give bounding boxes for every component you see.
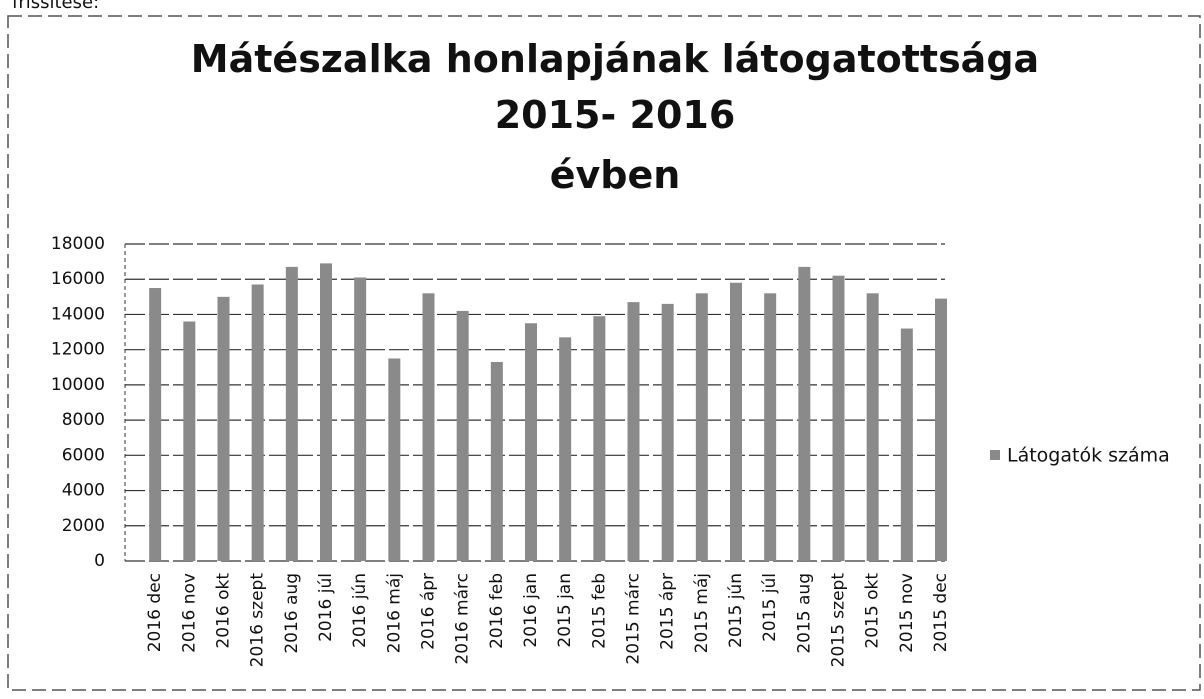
x-tick-label: 2016 szept [248, 573, 268, 668]
bar [388, 358, 401, 561]
x-tick-label: 2016 máj [384, 573, 404, 653]
y-tick-label: 14000 [51, 304, 105, 324]
chart-title: 2015- 2016 [495, 93, 736, 137]
bar [490, 361, 503, 561]
bar [354, 277, 367, 561]
bar [798, 266, 811, 561]
x-tick-label: 2016 jan [521, 573, 541, 648]
x-tick-label: 2015 szept [829, 573, 849, 668]
chart-title: évben [550, 153, 681, 197]
x-tick-label: 2015 márc [624, 573, 644, 665]
x-tick-label: 2015 okt [863, 573, 883, 649]
x-tick-label: 2016 júl [316, 573, 336, 642]
bar [183, 321, 196, 561]
legend-swatch [990, 450, 1000, 460]
bar [593, 316, 606, 561]
caption: frissítése: [12, 0, 99, 13]
bar [661, 303, 674, 561]
chart-title: Mátészalka honlapjának látogatottsága [191, 37, 1039, 81]
bar [935, 298, 947, 561]
chart-frame [7, 15, 1201, 691]
x-tick-label: 2015 jan [555, 573, 575, 648]
y-tick-label: 2000 [62, 516, 105, 536]
bar [900, 328, 913, 561]
x-tick-label: 2015 júl [760, 573, 780, 642]
bar [456, 310, 469, 561]
y-tick-label: 16000 [51, 269, 105, 289]
y-tick-label: 0 [94, 551, 105, 571]
y-tick-label: 10000 [51, 375, 105, 395]
x-tick-label: 2016 ápr [419, 573, 439, 650]
bar [320, 263, 332, 561]
bar [217, 296, 230, 561]
bar [251, 284, 264, 561]
bar [627, 302, 640, 561]
bar [832, 275, 845, 561]
bar [866, 293, 879, 561]
bar [422, 293, 435, 561]
y-tick-label: 8000 [62, 410, 105, 430]
legend-label: Látogatók száma [1007, 445, 1170, 467]
x-tick-label: 2015 máj [692, 573, 712, 653]
x-tick-label: 2016 feb [487, 573, 507, 649]
x-tick-label: 2015 aug [794, 573, 814, 654]
bar [285, 266, 298, 561]
x-tick-label: 2015 jún [726, 573, 746, 648]
bar [764, 293, 777, 561]
bar [695, 293, 708, 561]
x-tick-label: 2016 aug [282, 573, 302, 654]
y-tick-label: 6000 [62, 445, 105, 465]
y-tick-label: 18000 [51, 234, 105, 254]
x-tick-label: 2016 jún [350, 573, 370, 648]
bar [730, 282, 742, 561]
x-tick-label: 2015 dec [931, 573, 951, 652]
x-tick-label: 2015 nov [897, 573, 917, 653]
y-tick-label: 4000 [62, 481, 105, 501]
x-tick-label: 2016 nov [179, 573, 199, 653]
bar [149, 288, 162, 561]
x-tick-label: 2016 okt [214, 573, 234, 649]
x-tick-label: 2016 márc [453, 573, 473, 665]
x-tick-label: 2016 dec [145, 573, 165, 652]
x-tick-label: 2015 ápr [658, 573, 678, 650]
y-tick-label: 12000 [51, 340, 105, 360]
bar [525, 323, 537, 561]
x-tick-label: 2015 feb [589, 573, 609, 649]
bar [559, 337, 572, 561]
